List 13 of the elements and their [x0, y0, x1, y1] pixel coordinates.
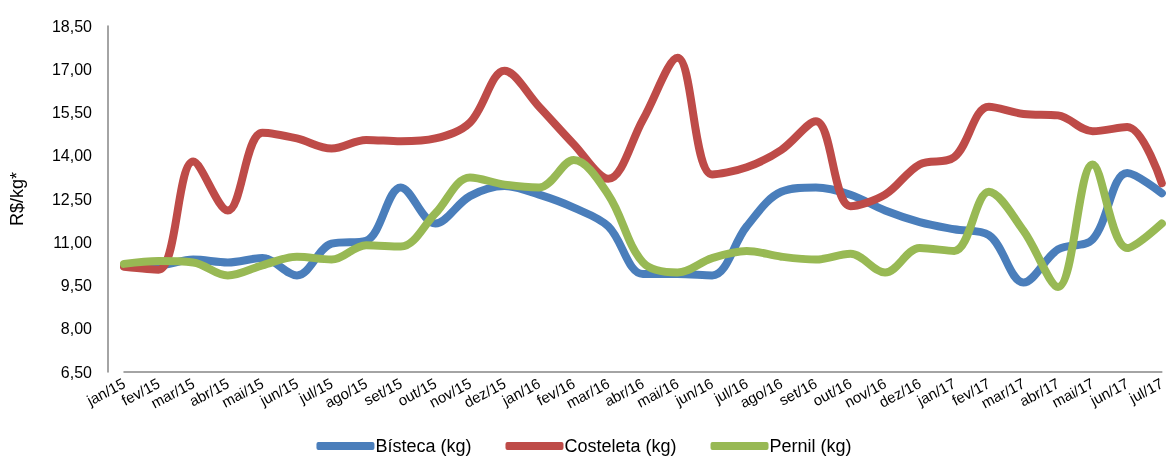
- y-tick-label: 17,00: [51, 60, 93, 78]
- y-tick-label: 9,50: [60, 277, 93, 294]
- y-tick-label: 8,00: [60, 320, 93, 338]
- y-tick-label: 12,50: [51, 190, 93, 208]
- y-tick-label: 18,50: [51, 17, 93, 35]
- y-tick-label: 6,50: [60, 363, 93, 381]
- legend-label: Bísteca (kg): [375, 436, 472, 456]
- y-tick-label: 11,00: [53, 233, 93, 251]
- legend-label: Pernil (kg): [769, 436, 852, 456]
- y-axis-title: R$/kg*: [7, 171, 27, 227]
- y-tick-label: 14,00: [51, 147, 93, 165]
- legend-label: Costeleta (kg): [564, 436, 677, 456]
- y-tick-label: 15,50: [51, 104, 93, 121]
